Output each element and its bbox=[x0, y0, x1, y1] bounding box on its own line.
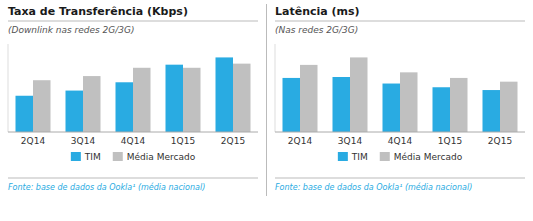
y-axis-line bbox=[275, 44, 276, 132]
legend-swatch bbox=[71, 152, 81, 161]
source-note: Fonte: base de dados da Ookla¹ (média na… bbox=[275, 182, 472, 192]
legend-label: TIM bbox=[84, 152, 101, 162]
x-tick-label: 2Q14 bbox=[288, 136, 313, 146]
bars bbox=[283, 57, 518, 132]
subtitle: (Downlink nas redes 2G/3G) bbox=[8, 25, 135, 35]
legend-label: Média Mercado bbox=[127, 152, 196, 162]
bar bbox=[216, 57, 234, 132]
x-tick-label: 2Q14 bbox=[21, 136, 46, 146]
bar bbox=[16, 96, 34, 132]
panel-separator bbox=[266, 4, 267, 196]
title-rule bbox=[8, 21, 258, 22]
x-tick-label: 1Q15 bbox=[438, 136, 462, 146]
bar bbox=[66, 91, 84, 132]
bar bbox=[433, 87, 451, 132]
title: Taxa de Transferência (Kbps) bbox=[8, 5, 188, 18]
title: Latência (ms) bbox=[275, 5, 360, 18]
bar bbox=[33, 80, 51, 132]
legend-label: TIM bbox=[351, 152, 368, 162]
bar bbox=[283, 78, 301, 132]
bar bbox=[166, 65, 184, 132]
chart-root: Taxa de Transferência (Kbps) (Downlink na… bbox=[0, 0, 533, 221]
x-tick-label: 2Q15 bbox=[221, 136, 245, 146]
bars bbox=[16, 57, 251, 132]
source-rule bbox=[8, 178, 258, 179]
source-note: Fonte: base de dados da Ookla¹ (média na… bbox=[8, 182, 205, 192]
x-tick-label: 4Q14 bbox=[121, 136, 146, 146]
x-tick-label: 1Q15 bbox=[171, 136, 195, 146]
title-rule bbox=[275, 21, 525, 22]
bar bbox=[83, 76, 101, 132]
bar bbox=[183, 68, 201, 132]
bar bbox=[400, 72, 418, 132]
legend-swatch bbox=[338, 152, 348, 161]
x-tick-label: 3Q14 bbox=[71, 136, 96, 146]
bar bbox=[500, 82, 518, 132]
x-tick-label: 4Q14 bbox=[388, 136, 413, 146]
x-tick-label: 3Q14 bbox=[338, 136, 363, 146]
panel: Taxa de Transferência (Kbps) (Downlink na… bbox=[8, 5, 258, 192]
bar bbox=[450, 78, 468, 132]
x-axis-line bbox=[275, 132, 525, 133]
bar bbox=[350, 57, 368, 132]
legend-swatch bbox=[380, 152, 390, 161]
y-axis-line bbox=[8, 44, 9, 132]
legend-label: Média Mercado bbox=[394, 152, 463, 162]
bar bbox=[233, 64, 251, 132]
source-rule bbox=[275, 178, 525, 179]
legend-swatch bbox=[113, 152, 123, 161]
legend: TIM Média Mercado bbox=[338, 152, 463, 162]
legend: TIM Média Mercado bbox=[71, 152, 196, 162]
bar bbox=[333, 77, 351, 132]
bar bbox=[383, 84, 401, 132]
bar bbox=[116, 82, 134, 132]
subtitle: (Nas redes 2G/3G) bbox=[275, 25, 358, 35]
x-tick-label: 2Q15 bbox=[488, 136, 512, 146]
bar bbox=[483, 90, 501, 132]
panel: Latência (ms) (Nas redes 2G/3G) 2Q14 3Q14 4Q… bbox=[275, 5, 525, 192]
x-axis-line bbox=[8, 132, 258, 133]
bar bbox=[133, 68, 151, 132]
bar bbox=[300, 65, 318, 132]
